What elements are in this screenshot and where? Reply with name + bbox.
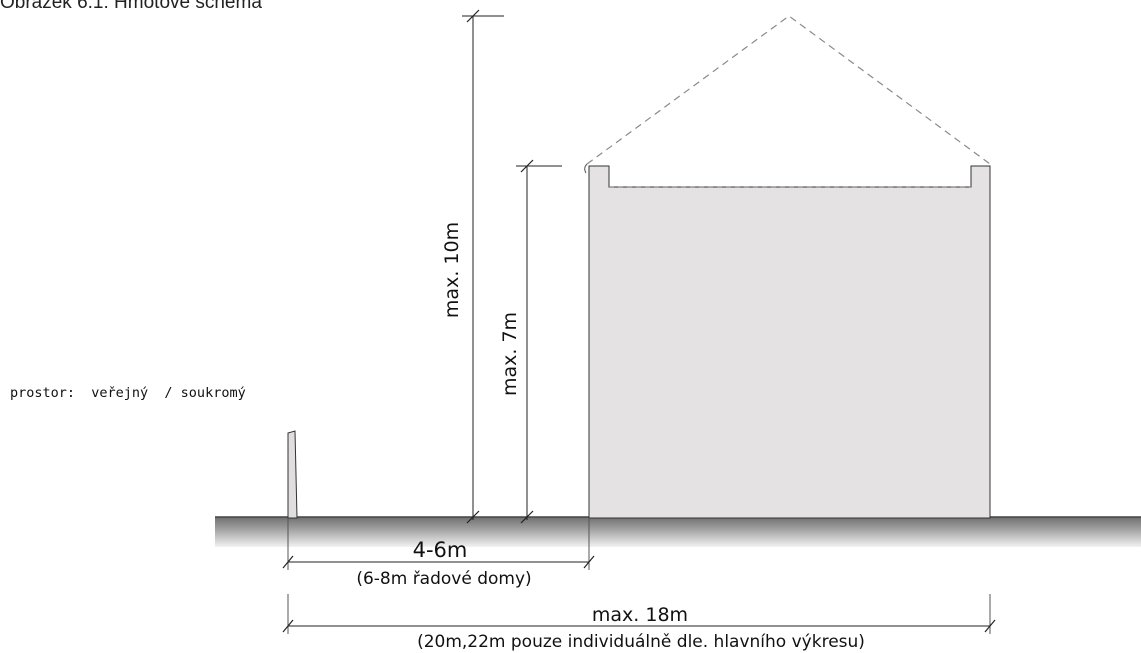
dimension-tick — [466, 510, 480, 524]
dimension-tick — [520, 159, 534, 173]
figure-caption: Obrázek 6.1: Hmotové schéma — [0, 0, 262, 13]
dimension-tick — [583, 555, 595, 569]
roof-eave-mark — [584, 163, 588, 174]
building-block — [588, 165, 991, 519]
dimension-tick — [520, 510, 534, 524]
roof-outline-dashed — [586, 15, 991, 165]
label-setback: 4-6m — [413, 538, 468, 562]
label-max-10m: max. 10m — [441, 222, 463, 318]
label-setback-note: (6-8m řadové domy) — [356, 569, 531, 589]
label-max-depth-note: (20m,22m pouze individuálně dle. hlavníh… — [417, 632, 865, 652]
ground-strip — [215, 517, 1141, 547]
label-space-type: prostor: veřejný / soukromý — [10, 385, 246, 401]
fence-post — [287, 430, 298, 519]
dimension-tick — [984, 619, 996, 633]
dimension-tick — [282, 619, 294, 633]
label-max-7m: max. 7m — [499, 312, 521, 396]
label-max-18m: max. 18m — [592, 604, 688, 626]
dimension-tick — [466, 9, 480, 23]
dimension-tick — [282, 555, 294, 569]
